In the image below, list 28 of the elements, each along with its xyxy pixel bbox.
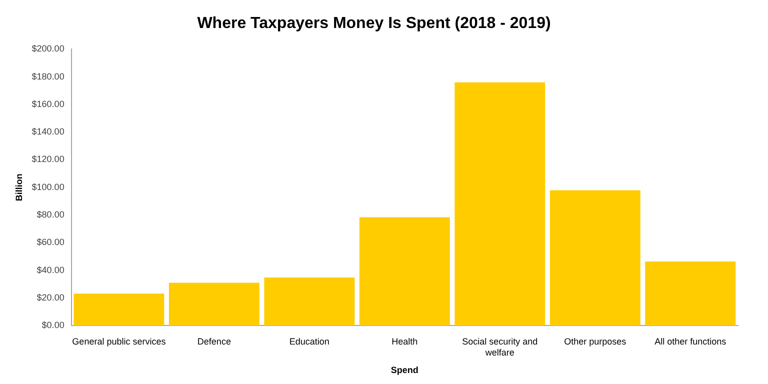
y-tick-label: $200.00 — [32, 44, 64, 54]
x-axis-title: Spend — [390, 365, 418, 376]
chart-title: Where Taxpayers Money Is Spent (2018 - 2019) — [197, 15, 551, 32]
y-tick-label: $180.00 — [32, 71, 64, 82]
y-tick-label: $20.00 — [36, 292, 64, 302]
x-tick-label: Defence — [197, 336, 231, 346]
y-tick-label: $40.00 — [36, 264, 64, 275]
bar — [168, 282, 260, 326]
x-tick-label: Social security and welfare — [462, 336, 538, 358]
y-tick-label: $60.00 — [36, 237, 64, 248]
y-tick-label: $120.00 — [32, 154, 64, 164]
y-tick-label: $160.00 — [32, 98, 64, 109]
y-tick-label: $0.00 — [42, 320, 64, 330]
bar — [550, 190, 640, 326]
bar — [264, 278, 355, 326]
y-axis-title: Billion — [14, 174, 24, 202]
x-tick-label: Health — [392, 336, 418, 346]
x-tick-label: Education — [289, 336, 330, 346]
bar — [454, 82, 546, 326]
y-tick-label: $100.00 — [32, 182, 64, 192]
x-tick-label: All other functions — [654, 336, 727, 346]
y-tick-label: $80.00 — [36, 210, 64, 220]
bar — [645, 261, 736, 326]
x-tick-label: Other purposes — [564, 336, 627, 346]
bar — [74, 294, 164, 326]
x-tick-label: General public services — [72, 336, 166, 346]
y-tick-label: $140.00 — [32, 126, 64, 137]
bar — [359, 217, 450, 326]
